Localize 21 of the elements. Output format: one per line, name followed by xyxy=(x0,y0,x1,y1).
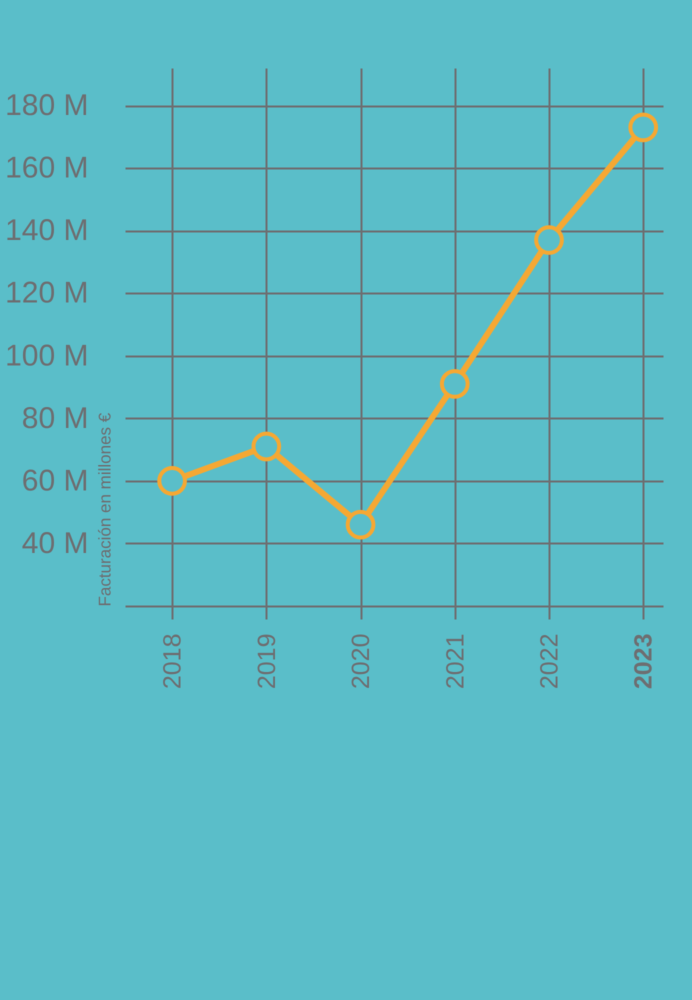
x-tick-label: 2018 xyxy=(158,634,187,690)
y-tick-label: 40 M xyxy=(22,526,88,560)
point xyxy=(251,432,282,462)
x-tick-label: 2023 xyxy=(630,634,658,690)
x-tick-label: 2022 xyxy=(535,634,564,690)
y-tick-label: 80 M xyxy=(22,402,88,435)
y-tick-label: 160 M xyxy=(5,152,88,185)
x-tick-label: 2021 xyxy=(441,634,470,690)
y-tick-label: 60 M xyxy=(22,464,88,498)
x-tick-label: 2019 xyxy=(252,634,281,690)
x-tick-label: 2020 xyxy=(347,634,376,690)
y-tick-label: 100 M xyxy=(5,339,88,372)
point xyxy=(534,225,564,255)
y-tick-label: 140 M xyxy=(5,214,88,248)
y-tick-label: 180 M xyxy=(5,89,88,122)
y-tick-label: 120 M xyxy=(5,276,88,310)
point xyxy=(440,369,470,399)
y-axis-title: Facturación en millones € xyxy=(96,412,114,606)
point xyxy=(346,510,376,540)
point xyxy=(628,112,658,142)
point xyxy=(157,466,187,496)
